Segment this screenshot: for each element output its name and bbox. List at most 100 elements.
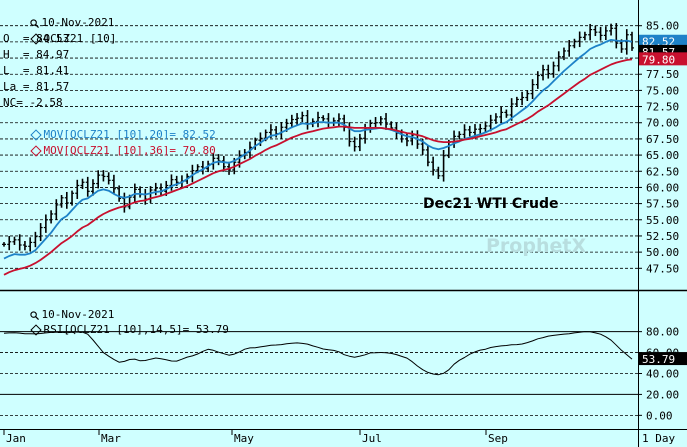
price-tick-label: 55.00 bbox=[646, 214, 679, 227]
month-label: Mar bbox=[101, 432, 121, 445]
price-bar bbox=[436, 166, 441, 180]
ohlc-high: H = 84.97 bbox=[3, 47, 69, 63]
price-bar bbox=[321, 115, 326, 122]
price-bar bbox=[106, 172, 111, 185]
price-bar bbox=[514, 96, 519, 107]
price-bar bbox=[75, 179, 80, 199]
ma20-badge-box bbox=[639, 34, 687, 48]
upper-date-row: 10-Nov-2021 bbox=[3, 0, 114, 47]
period-label: 1 Day bbox=[642, 432, 675, 445]
price-bar bbox=[336, 113, 341, 127]
price-tick-label: 47.50 bbox=[646, 262, 679, 275]
price-bar bbox=[22, 240, 27, 251]
price-tick-label: 62.50 bbox=[646, 165, 679, 178]
price-tick-label: 85.00 bbox=[646, 20, 679, 33]
price-bar bbox=[567, 39, 572, 57]
ohlc-netchange-label: NC bbox=[3, 96, 17, 109]
month-label: Jan bbox=[6, 432, 26, 445]
price-bar bbox=[49, 210, 54, 224]
price-bar bbox=[588, 23, 593, 41]
price-bar bbox=[551, 61, 556, 78]
price-bar bbox=[59, 194, 64, 208]
price-bar bbox=[577, 31, 582, 48]
ma20-label: MOV[QCLZ21 [10],20]= 82.52 bbox=[43, 128, 216, 141]
price-bar bbox=[541, 64, 546, 81]
price-bar bbox=[499, 106, 504, 123]
ma20-legend[interactable]: MOV[QCLZ21 [10],20]= 82.52 bbox=[3, 111, 216, 159]
price-bar bbox=[614, 23, 619, 49]
price-tick-label: 70.00 bbox=[646, 117, 679, 130]
month-label: Sep bbox=[488, 432, 508, 445]
rsi-line bbox=[3, 331, 633, 376]
price-tick-label: 52.50 bbox=[646, 230, 679, 243]
rsi-tick-label: 20.00 bbox=[646, 388, 679, 401]
price-bar bbox=[111, 174, 116, 195]
magnifier-icon[interactable] bbox=[29, 310, 39, 320]
rsi-tick-label: 80.00 bbox=[646, 326, 679, 339]
price-bar bbox=[352, 136, 357, 152]
price-tick-label: 75.00 bbox=[646, 84, 679, 97]
price-bar bbox=[603, 26, 608, 41]
price-bar bbox=[17, 234, 22, 251]
ohlc-netchange-value: = -2.58 bbox=[16, 96, 63, 109]
price-bar bbox=[598, 26, 603, 41]
price-tick-label: 57.50 bbox=[646, 198, 679, 211]
ohlc-low-label: L bbox=[3, 64, 10, 77]
rsi-diamond-icon bbox=[29, 323, 42, 336]
ma36-badge-text: 79.80 bbox=[642, 53, 675, 66]
price-bar bbox=[289, 114, 294, 129]
price-tick-label: 50.00 bbox=[646, 246, 679, 259]
watermark: ProphetX bbox=[486, 235, 586, 257]
upper-date: 10-Nov-2021 bbox=[41, 16, 115, 29]
price-tick-label: 60.00 bbox=[646, 181, 679, 194]
ohlc-low: L = 81.41 bbox=[3, 63, 69, 79]
price-bar bbox=[504, 109, 509, 118]
price-bar bbox=[117, 185, 122, 202]
month-label: Jul bbox=[362, 432, 382, 445]
price-bar bbox=[295, 113, 300, 125]
price-bar bbox=[582, 31, 587, 41]
time-axis-labels: Jan Mar May Jul Sep 1 Day bbox=[3, 429, 675, 445]
price-bar bbox=[425, 145, 430, 167]
ma36-diamond-icon bbox=[29, 144, 42, 157]
price-bar bbox=[221, 155, 226, 172]
price-bar bbox=[54, 199, 59, 220]
price-bar bbox=[525, 90, 530, 102]
rsi-tick-label: 40.00 bbox=[646, 367, 679, 380]
price-bar bbox=[624, 29, 629, 55]
price-bar bbox=[561, 47, 566, 61]
magnifier-icon[interactable] bbox=[29, 18, 39, 28]
rsi-legend[interactable]: RSI[QCLZ21 [10],14,5]= 53.79 bbox=[3, 306, 229, 354]
ma36-line bbox=[3, 58, 633, 276]
ohlc-last-value: = 81.57 bbox=[22, 80, 70, 93]
price-tick-label: 67.50 bbox=[646, 133, 679, 146]
price-bar bbox=[85, 176, 90, 197]
price-tick-label: 72.50 bbox=[646, 101, 679, 114]
price-bar bbox=[572, 38, 577, 49]
price-marks bbox=[2, 23, 634, 276]
price-bar bbox=[2, 242, 6, 247]
rsi-label: RSI[QCLZ21 [10],14,5]= 53.79 bbox=[43, 323, 229, 336]
price-bar bbox=[535, 71, 540, 89]
ohlc-last-label: La bbox=[3, 80, 17, 93]
price-bar bbox=[28, 237, 33, 252]
ma20-line bbox=[3, 39, 633, 260]
price-bar bbox=[478, 123, 483, 134]
symbol-row[interactable]: QCLZ21 [10] bbox=[3, 15, 116, 63]
ohlc-open-label: O bbox=[3, 32, 10, 45]
price-bar bbox=[300, 111, 305, 123]
price-bar bbox=[153, 182, 158, 196]
price-bar bbox=[488, 114, 493, 132]
ohlc-open-value: = 84.53 bbox=[22, 32, 70, 45]
price-bar bbox=[431, 156, 436, 176]
price-tick-label: 65.00 bbox=[646, 149, 679, 162]
price-bar bbox=[441, 149, 446, 182]
price-bar bbox=[64, 191, 69, 209]
ohlc-netchange: NC= -2.58 bbox=[3, 95, 63, 111]
ma36-legend[interactable]: MOV[QCLZ21 [10],36]= 79.80 bbox=[3, 127, 216, 175]
